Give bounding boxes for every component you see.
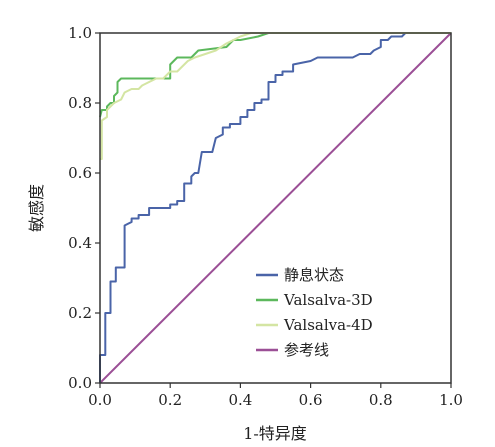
legend-label-2: Valsalva-4D (283, 316, 373, 334)
y-tick-label: 0.8 (68, 94, 92, 112)
x-axis-title: 1-特异度 (243, 424, 307, 443)
x-tick-label: 0.6 (299, 391, 323, 409)
x-axis: 0.0 0.2 0.4 0.6 0.8 1.0 (88, 383, 463, 409)
y-tick-label: 0.0 (68, 374, 92, 392)
legend: 静息状态 Valsalva-3D Valsalva-4D 参考线 (256, 266, 373, 359)
series-line-2 (100, 32, 451, 160)
y-axis-title: 敏感度 (27, 184, 46, 232)
legend-label-3: 参考线 (284, 341, 329, 359)
legend-label-0: 静息状态 (284, 266, 344, 284)
y-axis: 0.0 0.2 0.4 0.6 0.8 1.0 (68, 24, 100, 392)
plot-frame (99, 32, 452, 384)
x-tick-label: 0.2 (158, 391, 182, 409)
legend-label-1: Valsalva-3D (283, 291, 373, 309)
series-line-3 (99, 32, 452, 384)
x-tick-label: 0.0 (88, 391, 112, 409)
series-line-0 (99, 32, 451, 383)
y-tick-label: 0.6 (68, 164, 92, 182)
series-layer (99, 32, 452, 384)
y-tick-label: 0.4 (68, 234, 92, 252)
y-tick-label: 1.0 (68, 24, 92, 42)
x-tick-label: 0.8 (369, 391, 393, 409)
x-tick-label: 1.0 (439, 391, 463, 409)
x-tick-label: 0.4 (228, 391, 252, 409)
series-line-1 (99, 32, 451, 118)
y-tick-label: 0.2 (68, 304, 92, 322)
